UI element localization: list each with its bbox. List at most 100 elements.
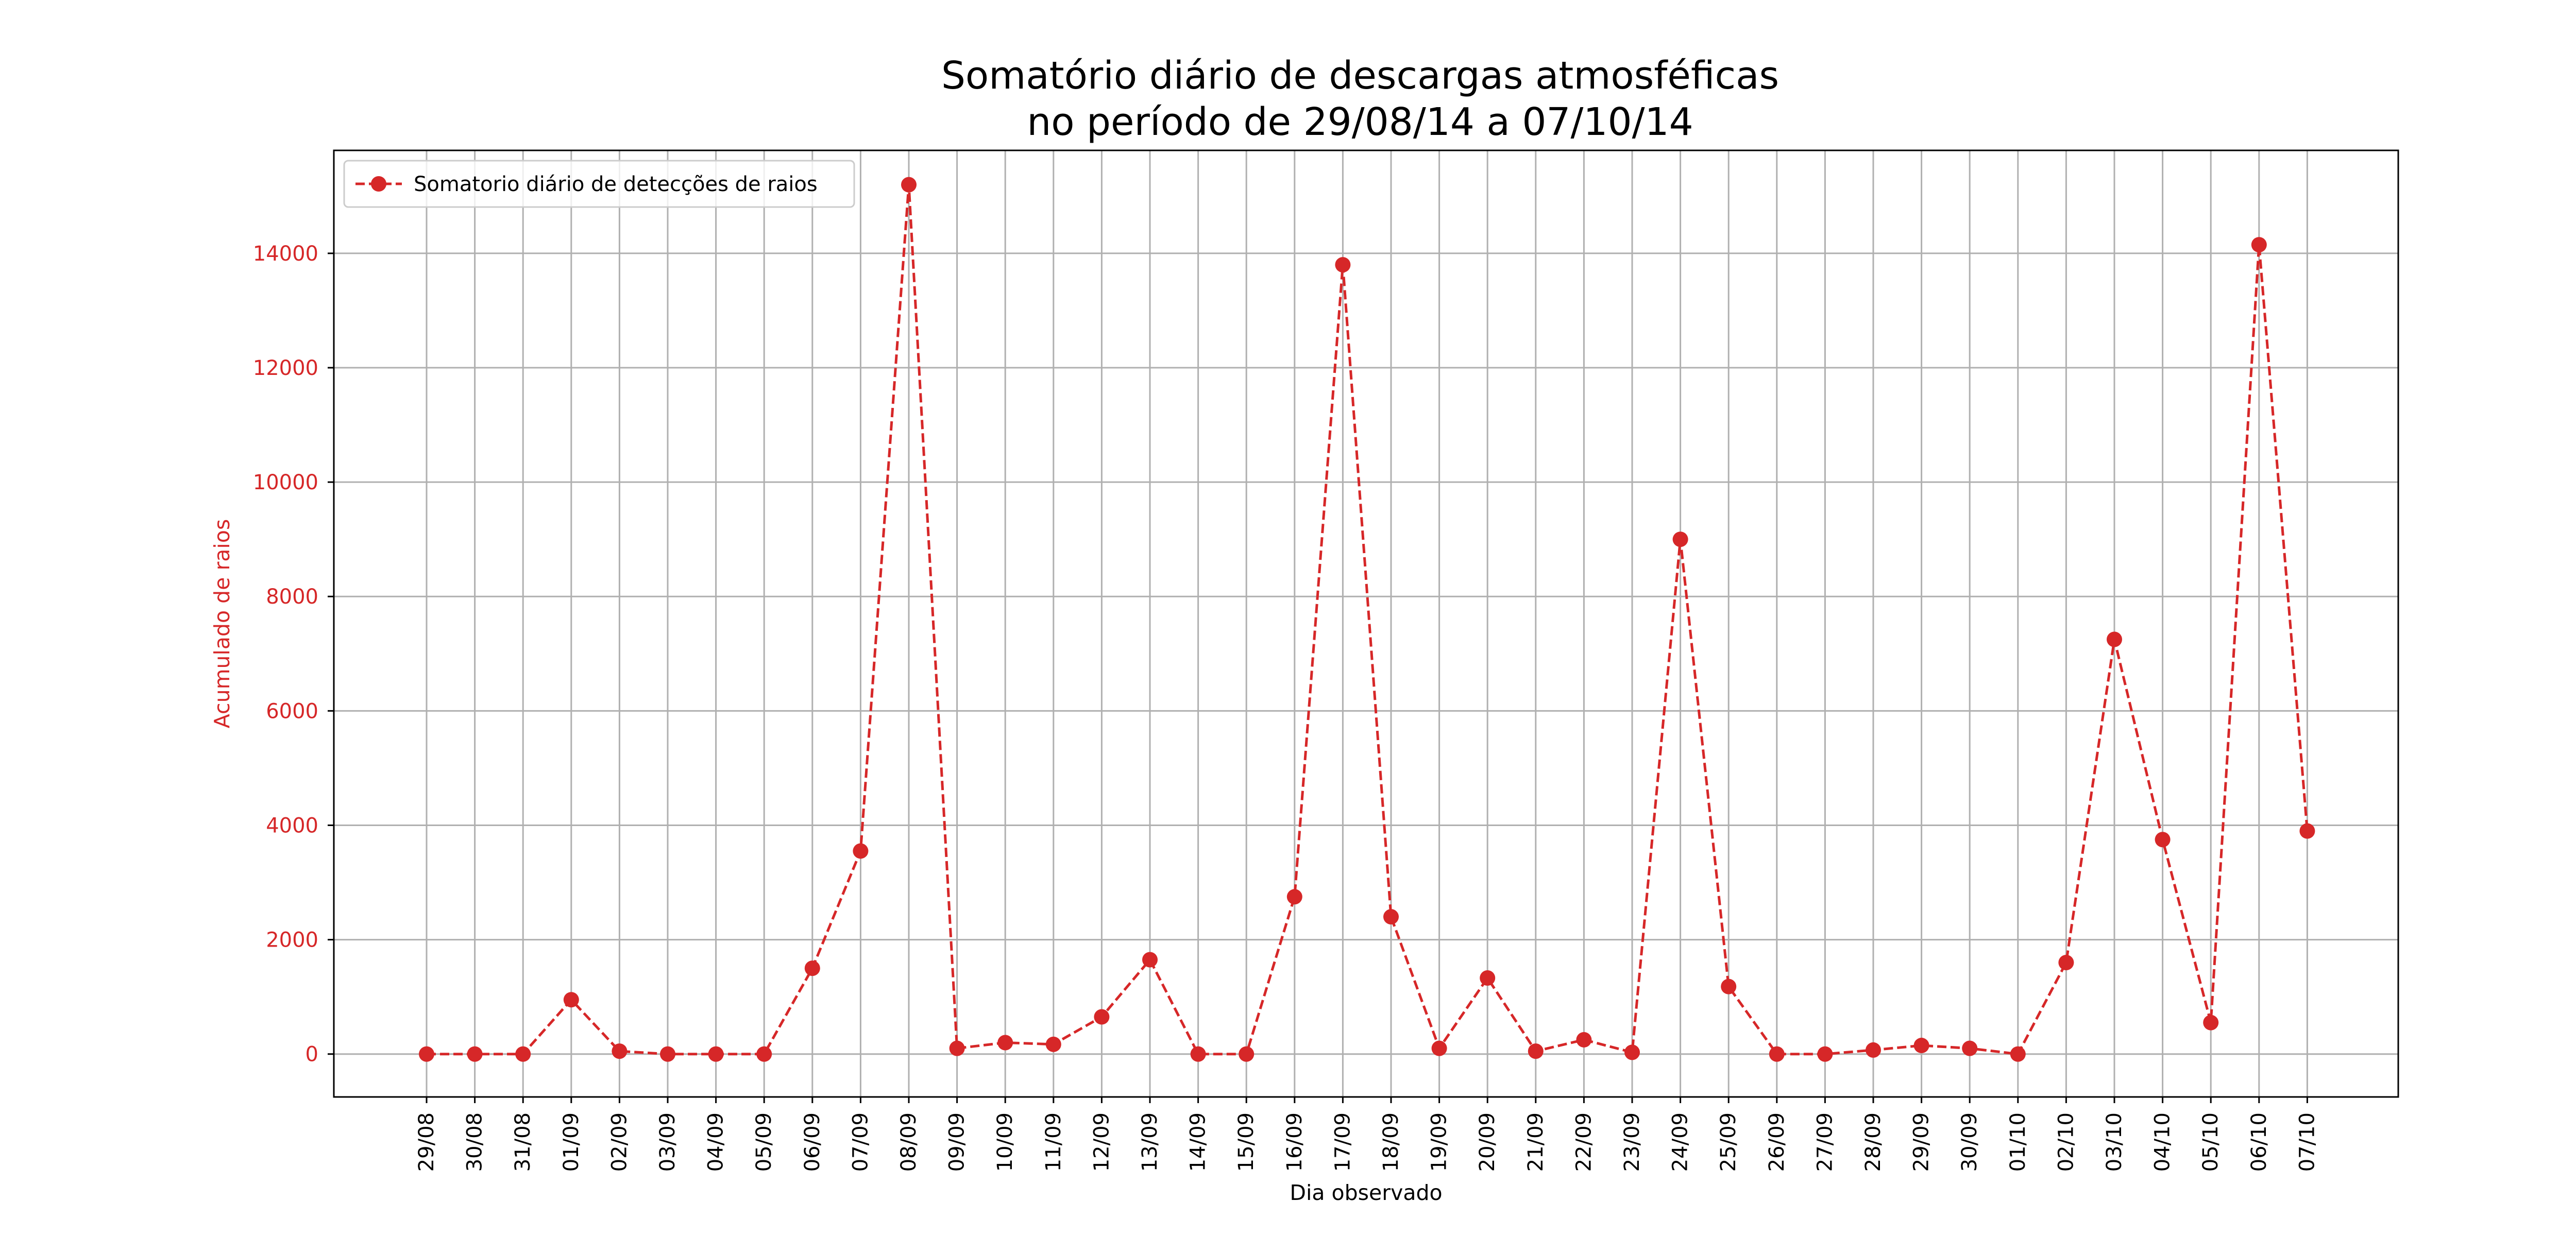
data-point <box>515 1046 531 1062</box>
data-point <box>853 843 869 859</box>
x-tick-label: 10/09 <box>993 1112 1017 1172</box>
data-point <box>1383 909 1399 925</box>
x-tick-label: 17/09 <box>1331 1112 1354 1172</box>
x-tick-label: 01/10 <box>2006 1112 2030 1172</box>
x-tick-label: 09/09 <box>945 1112 969 1172</box>
x-tick-label: 01/09 <box>560 1112 583 1172</box>
data-point <box>1576 1032 1592 1048</box>
x-axis-ticks: 29/08 30/08 31/08 01/09 02/09 03/09 04/09 05/09… <box>415 1097 2319 1172</box>
x-tick-label: 15/09 <box>1234 1112 1258 1172</box>
x-tick-label: 25/09 <box>1717 1112 1740 1172</box>
data-point <box>660 1046 675 1062</box>
x-tick-label: 12/09 <box>1090 1112 1113 1172</box>
y-tick-label: 10000 <box>253 471 318 494</box>
x-tick-label: 30/08 <box>463 1112 487 1172</box>
plot-frame <box>333 149 2399 1098</box>
data-point <box>2203 1015 2219 1031</box>
data-point <box>2299 823 2315 839</box>
x-tick-label: 31/08 <box>511 1112 535 1172</box>
x-tick-label: 30/09 <box>1958 1112 1981 1172</box>
x-tick-label: 07/10 <box>2295 1112 2319 1172</box>
data-point <box>2155 832 2171 848</box>
x-tick-label: 26/09 <box>1765 1112 1789 1172</box>
data-point <box>1480 970 1496 986</box>
x-tick-label: 05/10 <box>2199 1112 2223 1172</box>
x-tick-label: 13/09 <box>1138 1112 1162 1172</box>
x-tick-label: 16/09 <box>1283 1112 1307 1172</box>
x-tick-label: 21/09 <box>1524 1112 1548 1172</box>
data-point <box>1094 1009 1110 1025</box>
data-point <box>1190 1046 1206 1062</box>
data-point <box>467 1046 483 1062</box>
x-tick-label: 04/09 <box>704 1112 728 1172</box>
x-tick-label: 02/10 <box>2054 1112 2078 1172</box>
x-tick-label: 28/09 <box>1861 1112 1885 1172</box>
x-tick-label: 23/09 <box>1620 1112 1644 1172</box>
legend: Somatorio diário de detecções de raios <box>343 160 855 208</box>
x-tick-label: 14/09 <box>1187 1112 1210 1172</box>
y-tick-label: 12000 <box>253 356 318 380</box>
legend-box <box>343 160 855 208</box>
series-group <box>419 177 2315 1062</box>
legend-label: Somatorio diário de detecções de raios <box>414 173 818 196</box>
data-point <box>1962 1040 1978 1056</box>
data-point <box>2010 1046 2026 1062</box>
x-tick-label: 22/09 <box>1572 1112 1596 1172</box>
x-tick-label: 05/09 <box>752 1112 776 1172</box>
data-point <box>2107 631 2122 647</box>
x-tick-label: 06/09 <box>801 1112 824 1172</box>
data-point <box>1142 952 1158 968</box>
x-tick-label: 19/09 <box>1428 1112 1451 1172</box>
data-point <box>1866 1042 1881 1058</box>
x-tick-label: 03/09 <box>656 1112 680 1172</box>
x-tick-label: 04/10 <box>2151 1112 2175 1172</box>
y-tick-label: 14000 <box>253 242 318 266</box>
y-tick-label: 2000 <box>266 929 318 952</box>
x-tick-label: 29/08 <box>415 1112 438 1172</box>
data-point <box>804 960 820 976</box>
data-point <box>1624 1044 1640 1060</box>
chart-title-line-2: no período de 29/08/14 a 07/10/14 <box>1027 100 1693 144</box>
chart-title-line-1: Somatório diário de descargas atmosféfic… <box>941 54 1779 98</box>
data-point <box>1528 1043 1544 1059</box>
x-tick-label: 08/09 <box>897 1112 921 1172</box>
data-point <box>2058 955 2074 971</box>
data-point <box>708 1046 724 1062</box>
data-point <box>901 177 917 193</box>
data-point <box>1672 531 1688 547</box>
data-point <box>612 1043 628 1059</box>
data-point <box>1045 1036 1061 1052</box>
x-tick-label: 06/10 <box>2247 1112 2271 1172</box>
x-tick-label: 07/09 <box>849 1112 872 1172</box>
data-point <box>2251 237 2267 253</box>
y-tick-label: 8000 <box>266 585 318 609</box>
y-tick-label: 6000 <box>266 699 318 723</box>
data-point <box>1769 1046 1785 1062</box>
data-point <box>756 1046 772 1062</box>
data-point <box>1431 1040 1447 1056</box>
data-point <box>563 992 579 1008</box>
series-line <box>427 184 2309 1056</box>
x-tick-label: 24/09 <box>1669 1112 1692 1172</box>
data-point <box>419 1046 434 1062</box>
x-tick-label: 02/09 <box>607 1112 631 1172</box>
x-tick-label: 20/09 <box>1476 1112 1499 1172</box>
data-point <box>1817 1046 1833 1062</box>
y-tick-label: 4000 <box>266 814 318 837</box>
data-point <box>949 1040 965 1056</box>
data-point <box>1239 1046 1255 1062</box>
legend-marker <box>371 176 386 192</box>
x-axis-label: Dia observado <box>1290 1180 1442 1205</box>
data-point <box>1913 1038 1929 1054</box>
data-point <box>1721 978 1737 994</box>
x-tick-label: 18/09 <box>1379 1112 1403 1172</box>
data-point <box>1286 889 1302 905</box>
y-axis-ticks: 0 2000 4000 6000 8000 10000 12000 14000 <box>253 242 334 1067</box>
data-point <box>997 1035 1013 1051</box>
x-tick-label: 11/09 <box>1042 1112 1065 1172</box>
x-tick-label: 03/10 <box>2103 1112 2126 1172</box>
y-axis-label: Acumulado de raios <box>210 519 234 729</box>
data-point <box>1335 257 1351 273</box>
x-tick-label: 27/09 <box>1813 1112 1837 1172</box>
grid <box>334 150 2398 1097</box>
